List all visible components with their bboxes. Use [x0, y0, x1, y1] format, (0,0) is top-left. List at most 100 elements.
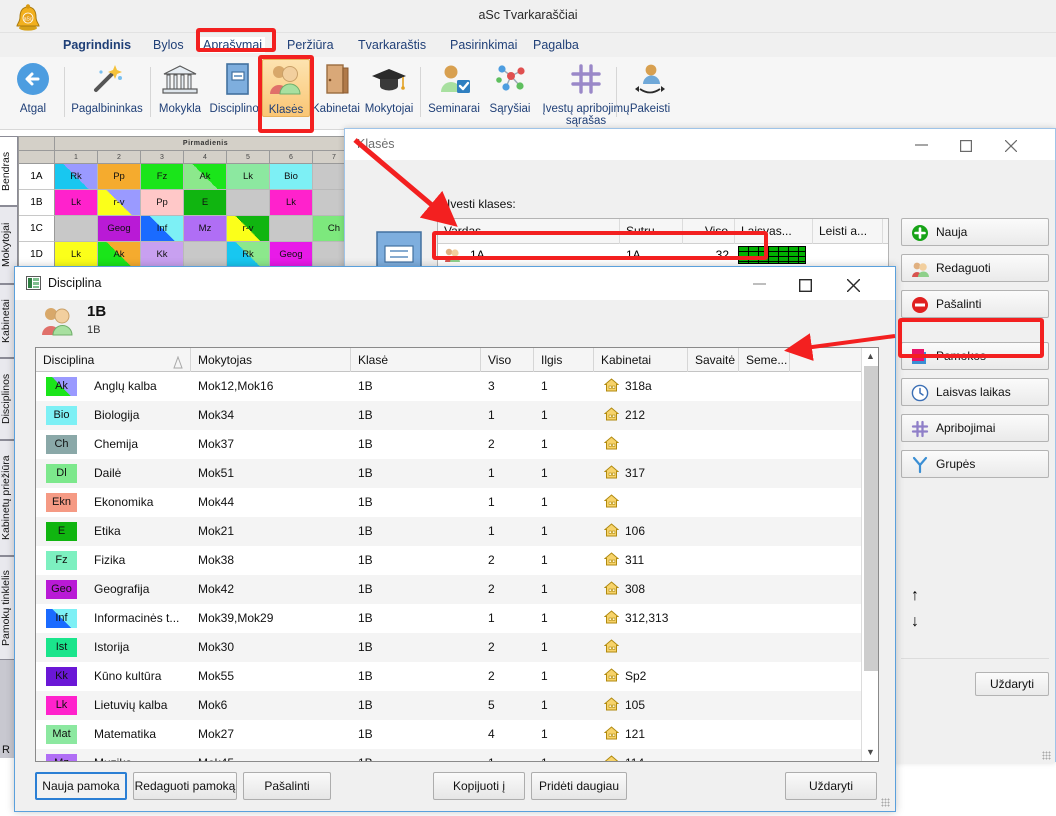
klases-button-laisvaslaikas[interactable]: Laisvas laikas — [901, 378, 1049, 406]
disciplina-table-row[interactable]: Ch Chemija Mok37 1B 2 1 — [36, 430, 878, 459]
timetable-cell[interactable] — [55, 216, 98, 242]
disciplina-column-header[interactable]: Kabinetai — [594, 348, 688, 372]
menu-item-tvarkaratis[interactable]: Tvarkaraštis — [358, 38, 427, 52]
klases-button-grups[interactable]: Grupės — [901, 450, 1049, 478]
klases-button-nauja[interactable]: Nauja — [901, 218, 1049, 246]
chevron-down-icon[interactable]: ▼ — [866, 747, 875, 757]
scrollbar-thumb[interactable] — [864, 366, 878, 671]
disciplina-footer-button-paalinti[interactable]: Pašalinti — [243, 772, 331, 800]
klases-button-pamokos[interactable]: Pamokos — [901, 342, 1049, 370]
timetable-cell[interactable]: Bio — [270, 164, 313, 190]
ribbon-button-kabinetai[interactable]: Kabinetai — [306, 59, 366, 115]
disciplina-lessons-table[interactable]: Disciplina Mokytojas Klasė Viso Ilgis Kabinet… — [35, 347, 879, 762]
timetable-cell[interactable]: Fz — [141, 164, 184, 190]
resize-grip[interactable] — [1042, 751, 1051, 760]
background-timetable-grid[interactable]: Pirmadienis 1 2 3 4 5 6 7 1A Rk Pp Fz Ak Lk Bio 1B Lk r-v… — [18, 136, 358, 276]
menu-item-pagalba[interactable]: Pagalba — [533, 38, 579, 52]
disciplina-footer-button-udaryti[interactable]: Uždaryti — [785, 772, 877, 800]
disciplina-table-row[interactable]: Dl Dailė Mok51 1B 1 1 317 — [36, 459, 878, 488]
klases-dialog-titlebar[interactable]: Klasės — [345, 129, 1055, 160]
disciplina-column-header[interactable]: Disciplina — [36, 348, 191, 372]
klases-button-paalinti[interactable]: Pašalinti — [901, 290, 1049, 318]
timetable-cell[interactable]: Ak — [98, 242, 141, 268]
timetable-cell[interactable]: Mz — [184, 216, 227, 242]
resize-grip[interactable] — [881, 798, 890, 807]
ribbon-button-mokytojai[interactable]: Mokytojai — [358, 59, 420, 115]
timetable-cell[interactable]: Inf — [141, 216, 184, 242]
timetable-cell[interactable] — [270, 216, 313, 242]
disciplina-footer-button-naujapamoka[interactable]: Nauja pamoka — [35, 772, 127, 800]
menu-item-bylos[interactable]: Bylos — [153, 38, 184, 52]
disciplina-column-header[interactable]: Viso — [481, 348, 534, 372]
timetable-class-label[interactable]: 1D — [19, 242, 55, 268]
timetable-cell[interactable]: r-v — [227, 216, 270, 242]
timetable-cell[interactable]: Pp — [141, 190, 184, 216]
timetable-cell[interactable]: Rk — [55, 164, 98, 190]
timetable-cell[interactable]: Geog — [270, 242, 313, 268]
klases-column-header[interactable]: Laisvas... — [735, 219, 813, 244]
disciplina-table-row[interactable]: Ekn Ekonomika Mok44 1B 1 1 — [36, 488, 878, 517]
menu-item-apraymai[interactable]: Aprašymai — [200, 37, 266, 53]
timetable-cell[interactable]: r-v — [98, 190, 141, 216]
ribbon-button-seminarai[interactable]: Seminarai — [424, 59, 484, 115]
timetable-cell[interactable]: Rk — [227, 242, 270, 268]
disciplina-footer-button-redaguotipamok[interactable]: Redaguoti pamoką — [133, 772, 237, 800]
disciplina-table-row[interactable]: Lk Lietuvių kalba Mok6 1B 5 1 105 — [36, 691, 878, 720]
ribbon-button-atgal[interactable]: Atgal — [2, 59, 64, 115]
disciplina-table-row[interactable]: Ist Istorija Mok30 1B 2 1 — [36, 633, 878, 662]
disciplina-table-row[interactable]: Fz Fizika Mok38 1B 2 1 311 — [36, 546, 878, 575]
timetable-cell[interactable] — [184, 242, 227, 268]
ribbon-button-pakeisti[interactable]: Pakeisti — [622, 59, 678, 115]
klases-column-header[interactable]: Sutru... — [620, 219, 683, 244]
disciplina-footer-button-kopijuoti[interactable]: Kopijuoti į — [433, 772, 525, 800]
sidebar-tab-bendras[interactable]: Bendras — [0, 136, 18, 206]
close-icon[interactable] — [831, 267, 877, 300]
disciplina-column-header[interactable]: Ilgis — [534, 348, 594, 372]
ribbon-button-disciplinos[interactable]: Disciplinos — [206, 59, 268, 115]
disciplina-dialog-titlebar[interactable]: Disciplina — [15, 267, 895, 300]
minimize-icon[interactable] — [900, 129, 945, 160]
timetable-cell[interactable]: E — [184, 190, 227, 216]
arrow-up-icon[interactable]: ↑ — [911, 587, 919, 604]
ribbon-button-mokykla[interactable]: Mokykla — [152, 59, 208, 115]
menu-item-pagrindinis[interactable]: Pagrindinis — [63, 38, 132, 52]
minimize-icon[interactable] — [737, 267, 783, 300]
klases-column-header[interactable]: Pasiruo... — [883, 219, 888, 244]
klases-button-redaguoti[interactable]: Redaguoti — [901, 254, 1049, 282]
klases-table-row[interactable]: 1A 1A 32 — [438, 244, 888, 266]
disciplina-table-scrollbar[interactable]: ▲ ▼ — [861, 348, 878, 761]
klases-button-apribojimai[interactable]: Apribojimai — [901, 414, 1049, 442]
timetable-cell[interactable]: Lk — [270, 190, 313, 216]
disciplina-column-header[interactable]: Savaitė — [688, 348, 739, 372]
timetable-cell[interactable]: Ak — [184, 164, 227, 190]
klases-column-header[interactable]: Vardas — [438, 219, 620, 244]
timetable-cell[interactable]: Kk — [141, 242, 184, 268]
maximize-icon[interactable] — [945, 129, 990, 160]
disciplina-table-row[interactable]: Ak Anglų kalba Mok12,Mok16 1B 3 1 318a — [36, 372, 878, 401]
timetable-cell[interactable]: Pp — [98, 164, 141, 190]
chevron-up-icon[interactable]: ▲ — [866, 351, 875, 361]
disciplina-table-row[interactable]: Geo Geografija Mok42 1B 2 1 308 — [36, 575, 878, 604]
timetable-class-label[interactable]: 1B — [19, 190, 55, 216]
klases-column-header[interactable]: Leisti a... — [813, 219, 883, 244]
klases-close-button[interactable]: Uždaryti — [975, 672, 1049, 696]
disciplina-table-row[interactable]: Mat Matematika Mok27 1B 4 1 121 — [36, 720, 878, 749]
arrow-down-icon[interactable]: ↓ — [911, 613, 919, 630]
menu-item-perira[interactable]: Peržiūra — [287, 38, 334, 52]
ribbon-button-sryiai[interactable]: Sąryšiai — [482, 59, 538, 115]
menu-item-pasirinkimai[interactable]: Pasirinkimai — [450, 38, 518, 52]
disciplina-table-row[interactable]: Kk Kūno kultūra Mok55 1B 2 1 Sp2 — [36, 662, 878, 691]
timetable-cell[interactable] — [227, 190, 270, 216]
disciplina-table-row[interactable]: E Etika Mok21 1B 1 1 106 — [36, 517, 878, 546]
disciplina-footer-button-pridtidaugiau[interactable]: Pridėti daugiau — [531, 772, 627, 800]
klases-free-time-bar[interactable] — [738, 246, 806, 264]
ribbon-button-pagalbininkas[interactable]: Pagalbininkas — [64, 59, 150, 115]
close-icon[interactable] — [990, 129, 1035, 160]
disciplina-column-header[interactable]: Seme... — [739, 348, 790, 372]
ribbon-button-klass[interactable]: Klasės — [262, 59, 310, 117]
disciplina-column-header[interactable]: Klasė — [351, 348, 481, 372]
disciplina-table-row[interactable]: Mz Muzika Mok45 1B 1 1 114 — [36, 749, 878, 761]
timetable-cell[interactable]: Lk — [55, 190, 98, 216]
timetable-cell[interactable]: Geog — [98, 216, 141, 242]
timetable-class-label[interactable]: 1C — [19, 216, 55, 242]
